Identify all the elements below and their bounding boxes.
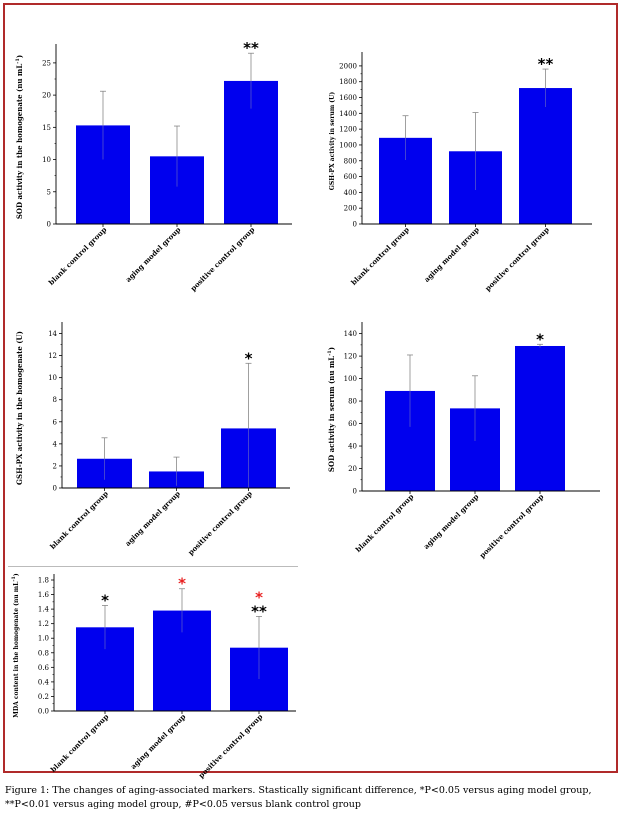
y-tick-label-1: 20 [348, 465, 357, 473]
significance-mark-0-0: * [536, 330, 544, 348]
y-tick-label-6: 120 [344, 353, 357, 361]
category-label-1: aging model group [129, 712, 188, 771]
y-axis-label: GSH-PX activity in the homogenate (U) [15, 331, 24, 485]
y-tick-label-5: 1.0 [38, 635, 49, 643]
y-tick-label-7: 14 [48, 330, 57, 338]
chart-sod-serum: blank control group aging model groupposi… [327, 322, 600, 560]
category-label-2: positive control group [478, 492, 546, 560]
significance-mark-1-0: * [178, 575, 186, 593]
y-tick-label-2: 400 [344, 189, 357, 197]
category-label-2: positive control group [197, 712, 265, 780]
y-tick-label-2: 40 [348, 443, 357, 451]
y-tick-label-4: 800 [344, 157, 357, 165]
y-tick-label-9: 1.8 [38, 577, 49, 585]
category-label-2: positive control group [483, 225, 551, 293]
significance-mark-2-1: * [255, 588, 263, 606]
y-tick-label-4: 20 [42, 92, 51, 100]
y-tick-label-1: 200 [344, 205, 357, 213]
y-axis-label: GSH-PX activity in serum (U) [329, 92, 336, 191]
y-tick-label-7: 1.4 [38, 606, 50, 614]
y-tick-label-0: 0 [53, 485, 57, 493]
chart-mda-homogenate: blank control group aging model group posi… [11, 573, 296, 780]
category-label-0: blank control group [354, 492, 416, 554]
y-axis-label: SOD activity in the homogenate (nu mL-1) [15, 55, 24, 219]
y-tick-label-4: 80 [348, 398, 357, 406]
y-tick-label-0: 0 [47, 221, 51, 229]
chart-sod-homogenate: blank control group aging model group posi… [15, 39, 292, 293]
y-tick-label-6: 12 [48, 352, 57, 360]
y-tick-label-5: 10 [48, 374, 57, 382]
y-tick-label-6: 1.2 [38, 620, 49, 628]
y-tick-label-8: 1.6 [38, 591, 50, 599]
significance-mark-0-0: * [101, 591, 109, 609]
y-tick-label-4: 8 [53, 396, 57, 404]
y-tick-label-6: 1200 [339, 126, 357, 134]
category-label-0: blank control group [48, 489, 110, 551]
y-tick-label-10: 2000 [339, 62, 357, 70]
y-tick-label-3: 60 [348, 420, 357, 428]
y-tick-label-3: 6 [53, 418, 58, 426]
y-tick-label-5: 25 [42, 59, 51, 67]
category-label-2: positive control group [189, 225, 257, 293]
y-tick-label-2: 0.4 [38, 678, 50, 686]
chart-gsh-px-serum: blank control group aging model group posi… [329, 52, 592, 293]
y-tick-label-0: 0 [353, 488, 357, 496]
category-label-2: positive control group [186, 489, 254, 557]
bar-2 [515, 345, 565, 491]
y-tick-label-3: 15 [42, 124, 51, 132]
chart-gsh-px-homogenate: blank control group aging model group posi… [15, 322, 290, 557]
y-tick-label-3: 0.6 [38, 664, 50, 672]
category-label-1: aging model group [124, 225, 183, 284]
y-tick-label-2: 10 [42, 156, 51, 164]
category-label-0: blank control group [49, 712, 111, 774]
y-tick-label-0: 0.0 [38, 708, 49, 716]
y-tick-label-1: 2 [53, 462, 57, 470]
y-tick-label-1: 0.2 [38, 693, 49, 701]
category-label-1: aging model group [422, 492, 481, 551]
significance-mark-0-0: * [245, 349, 253, 367]
bar-2 [519, 88, 572, 225]
y-tick-label-9: 1800 [339, 78, 357, 86]
category-label-0: blank control group [47, 225, 109, 287]
significance-mark-0-0: ** [538, 55, 554, 73]
significance-mark-0-0: ** [243, 39, 259, 57]
y-tick-label-3: 600 [344, 173, 357, 181]
y-axis-label: MDA content in the homogenate (nu mL-1) [11, 573, 20, 718]
category-label-0: blank control group [349, 225, 411, 287]
figure-caption: Figure 1: The changes of aging-associate… [5, 785, 592, 810]
y-tick-label-0: 0 [353, 221, 357, 229]
y-tick-label-8: 1600 [339, 94, 357, 102]
y-tick-label-5: 100 [344, 375, 357, 383]
y-tick-label-7: 1400 [339, 110, 357, 118]
significance-mark-2-0: ** [251, 602, 267, 620]
y-tick-label-4: 0.8 [38, 649, 49, 657]
y-tick-label-1: 5 [47, 188, 51, 196]
category-label-1: aging model group [123, 489, 182, 548]
y-axis-label: SOD activity in serum (nu mL-1) [327, 347, 336, 472]
figure-frame [3, 3, 618, 773]
y-tick-label-2: 4 [53, 440, 58, 448]
y-tick-label-7: 140 [344, 330, 357, 338]
panel-divider [8, 566, 298, 567]
y-tick-label-5: 1000 [339, 141, 357, 149]
category-label-1: aging model group [422, 225, 481, 284]
